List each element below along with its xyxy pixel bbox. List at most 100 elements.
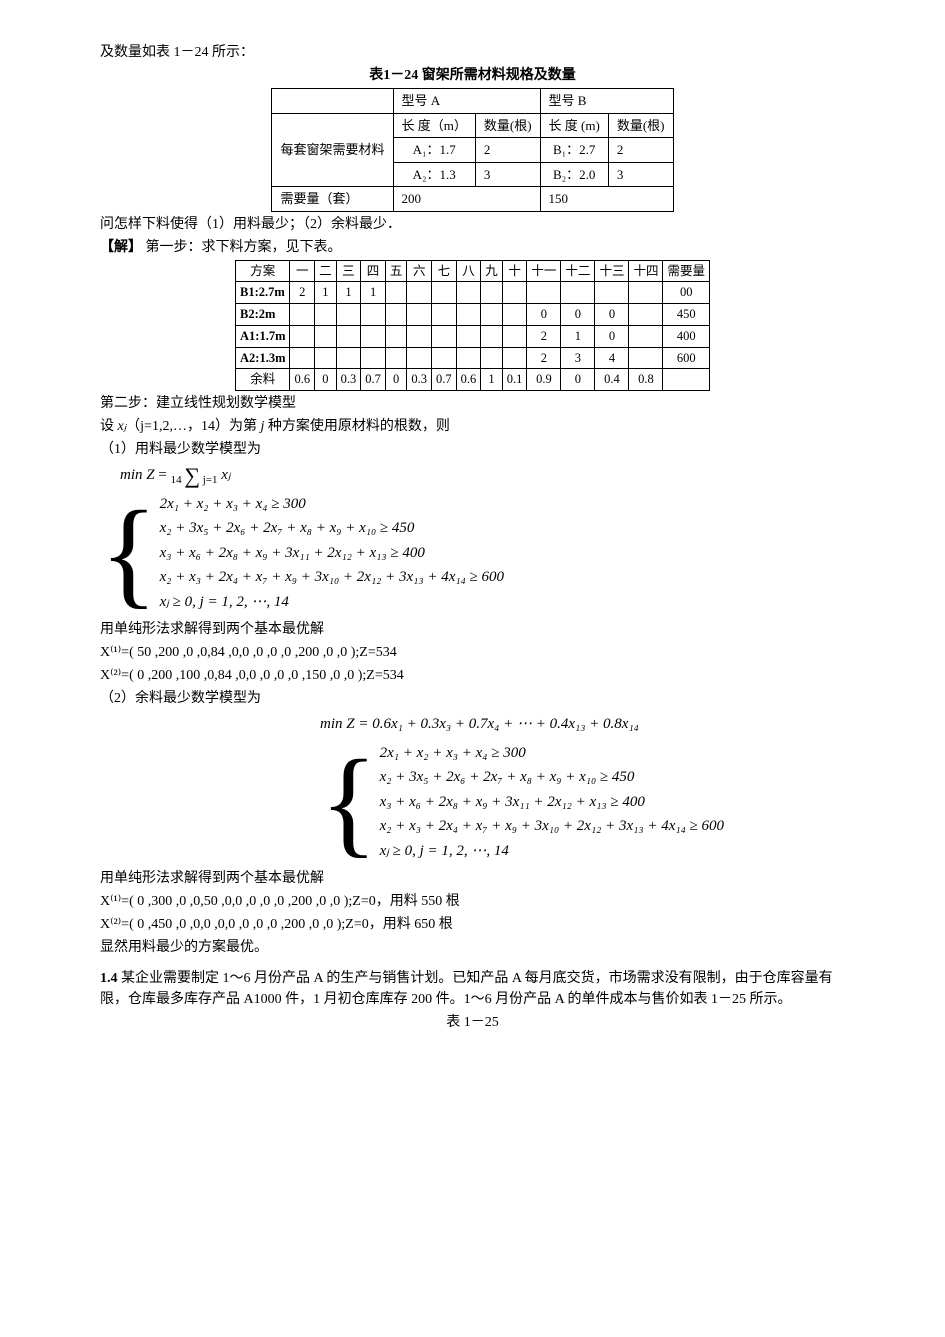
t2c [361,347,386,369]
solution-label: 【解】 [100,240,142,255]
sol2b: X⁽²⁾=( 0 ,450 ,0 ,0,0 ,0,0 ,0 ,0 ,0 ,200… [100,914,845,935]
problem14-num: 1.4 [100,971,121,986]
t2c: 0.9 [527,369,561,391]
problem-1.4: 1.4 某企业需要制定 1～6 月份产品 A 的生产与销售计划。已知产品 A 每… [100,968,845,1010]
t2c: 0 [561,369,595,391]
t1-qtyA-hdr: 数量(根) [475,113,540,138]
t2c [385,282,407,304]
obj2: min Z = 0.6x₁ + 0.3x₃ + 0.7x₄ + ⋯ + 0.4x… [320,713,845,736]
t1-qtyB-hdr: 数量(根) [608,113,673,138]
obj1-term: xⱼ [221,467,230,483]
obj1-pre: min Z = [120,467,171,483]
t2c [481,347,503,369]
sum-symbol: 14 ∑ j=1 [171,465,218,487]
t2c: 0.6 [456,369,481,391]
t2c [456,347,481,369]
c2-2: x₂ + 3x₅ + 2x₆ + 2x₇ + x₈ + x₉ + x₁₀ ≥ 4… [380,766,724,789]
t2-r3-lbl: A2:1.3m [236,347,290,369]
t2c [527,282,561,304]
t1-blank [272,89,393,114]
t2c [432,282,457,304]
t1-demand-lbl: 需要量（套） [272,187,393,212]
t2c [629,325,663,347]
step2-text: 第二步：建立线性规划数学模型 [100,393,845,414]
solution-step1: 【解】 第一步：求下料方案，见下表。 [100,237,845,258]
t2-r2-lbl: A1:1.7m [236,325,290,347]
c1-5: xⱼ ≥ 0, j = 1, 2, ⋯, 14 [160,591,504,614]
sol1a: X⁽¹⁾=( 50 ,200 ,0 ,0,84 ,0,0 ,0 ,0 ,0 ,2… [100,642,845,663]
t2c [385,325,407,347]
t2c: 0.4 [595,369,629,391]
t2-r0-lbl: B1:2.7m [236,282,290,304]
t1-demandA: 200 [393,187,540,212]
t2-h12: 十二 [561,260,595,282]
constraints1: { 2x₁ + x₂ + x₃ + x₄ ≥ 300 x₂ + 3x₅ + 2x… [100,491,845,616]
t2c [407,282,432,304]
t1-B2q: 3 [608,162,673,187]
t2c [502,282,527,304]
c2-3: x₃ + x₆ + 2x₈ + x₉ + 3x₁₁ + 2x₁₂ + x₁₃ ≥… [380,791,724,814]
brace-icon-2: { [320,740,378,865]
t2c: 0 [595,304,629,326]
t2c [456,304,481,326]
t2c: 0.8 [629,369,663,391]
t1-A1: A₁：1.7 [393,138,475,163]
t2c [336,304,361,326]
t2c [336,325,361,347]
table1: 型号 A 型号 B 每套窗架需要材料 长 度（m） 数量(根) 长 度 (m) … [271,88,673,212]
t2c [595,282,629,304]
t1-modelB-hdr: 型号 B [540,89,673,114]
t2-hdr-row: 方案 一 二 三 四 五 六 七 八 九 十 十一 十二 十三 十四 需要量 [236,260,710,282]
let-text: 设 xⱼ（j=1,2,…，14）为第 j 种方案使用原材料的根数，则 [100,416,845,437]
step1-text: 第一步：求下料方案，见下表。 [146,240,342,255]
t1-demandB: 150 [540,187,673,212]
t2c: 00 [663,282,710,304]
sigma-icon: ∑ [184,463,200,488]
let-c: 种方案使用原材料的根数，则 [264,419,450,434]
t2c: 0 [561,304,595,326]
t2-h4: 四 [361,260,386,282]
t2c: 1 [315,282,337,304]
c2-4: x₂ + x₃ + 2x₄ + x₇ + x₉ + 3x₁₀ + 2x₁₂ + … [380,815,724,838]
let-var: xⱼ [118,419,127,434]
t2c: 0.1 [502,369,527,391]
part1-label: （1）用料最少数学模型为 [100,439,845,460]
t2c: 0 [385,369,407,391]
t2-h3: 三 [336,260,361,282]
t2c: 0.3 [407,369,432,391]
t2-h15: 需要量 [663,260,710,282]
t2c [385,304,407,326]
t2c [315,347,337,369]
t1-modelA-hdr: 型号 A [393,89,540,114]
t2c [385,347,407,369]
c1-3: x₃ + x₆ + 2x₈ + x₉ + 3x₁₁ + 2x₁₂ + x₁₃ ≥… [160,542,504,565]
t2-h10: 十 [502,260,527,282]
t2-r4-lbl: 余料 [236,369,290,391]
let-b: （j=1,2,…，14）为第 [126,419,260,434]
sol2a: X⁽¹⁾=( 0 ,300 ,0 ,0,50 ,0,0 ,0 ,0 ,0 ,20… [100,891,845,912]
t1-B1: B₁：2.7 [540,138,608,163]
t2c: 0 [595,325,629,347]
t2c [502,347,527,369]
t2c [361,325,386,347]
t2c [481,282,503,304]
constraints2: { 2x₁ + x₂ + x₃ + x₄ ≥ 300 x₂ + 3x₅ + 2x… [320,740,845,865]
t2c: 4 [595,347,629,369]
t2c [336,347,361,369]
t2c [481,325,503,347]
t2c: 1 [361,282,386,304]
t2c: 2 [290,282,315,304]
t2c: 3 [561,347,595,369]
t2c [502,304,527,326]
t2-h11: 十一 [527,260,561,282]
t1-B1q: 2 [608,138,673,163]
t2c [290,325,315,347]
let-a: 设 [100,419,118,434]
t2c: 0 [527,304,561,326]
t1-lenB-hdr: 长 度 (m) [540,113,608,138]
t2-h6: 六 [407,260,432,282]
problem14-body: 某企业需要制定 1～6 月份产品 A 的生产与销售计划。已知产品 A 每月底交货… [100,971,833,1007]
t2c [456,325,481,347]
t2-h1: 一 [290,260,315,282]
t1-lenA-hdr: 长 度（m） [393,113,475,138]
